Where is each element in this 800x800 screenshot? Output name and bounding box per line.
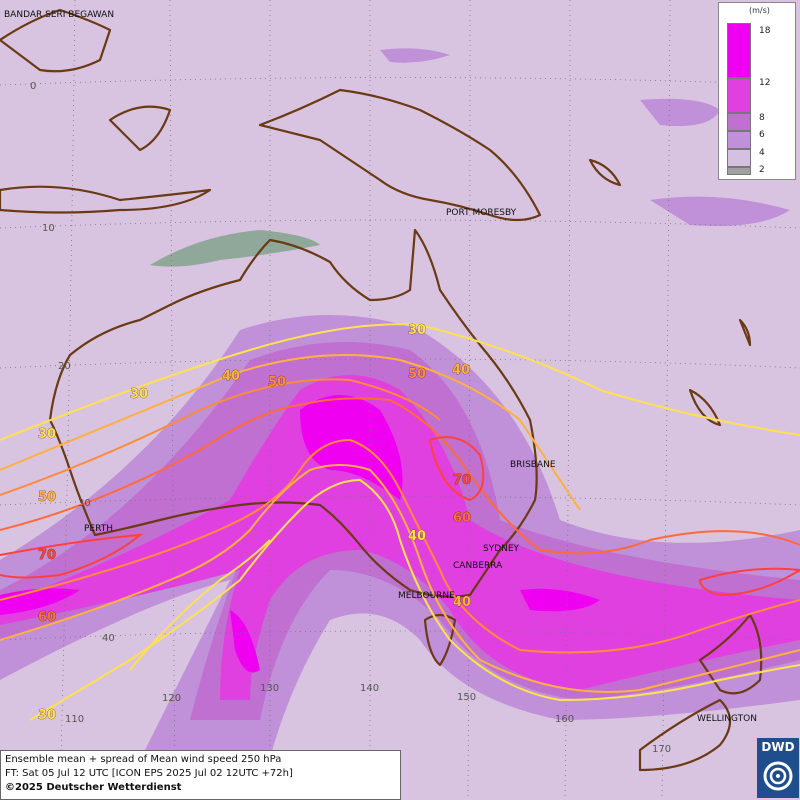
legend-swatch bbox=[727, 167, 751, 175]
lat-label: 0 bbox=[30, 81, 36, 92]
contour-label: 40 bbox=[453, 595, 471, 610]
legend-tick: 12 bbox=[759, 78, 771, 88]
lon-label: 150 bbox=[457, 692, 476, 703]
coastlines bbox=[0, 8, 763, 772]
dwd-swirl-icon bbox=[763, 761, 793, 791]
contour-label: 40 bbox=[408, 529, 426, 544]
contour-label: 30 bbox=[38, 708, 56, 723]
info-forecast-time: FT: Sat 05 Jul 12 UTC [ICON EPS 2025 Jul… bbox=[5, 768, 293, 779]
contour-label: 40 bbox=[222, 369, 240, 384]
legend-tick: 2 bbox=[759, 165, 765, 175]
info-box: Ensemble mean + spread of Mean wind spee… bbox=[0, 750, 401, 800]
wind-speed-contours bbox=[0, 323, 800, 721]
city-label: WELLINGTON bbox=[697, 714, 757, 724]
lat-label: 30 bbox=[78, 498, 91, 509]
lat-label: 10 bbox=[42, 223, 55, 234]
city-label: MELBOURNE bbox=[398, 591, 455, 601]
info-title: Ensemble mean + spread of Mean wind spee… bbox=[5, 754, 282, 765]
lon-label: 120 bbox=[162, 693, 181, 704]
city-labels: BANDAR SERI BEGAWAN PORT MORESBY BRISBAN… bbox=[4, 10, 757, 724]
contour-label: 70 bbox=[453, 473, 471, 488]
info-copyright: ©2025 Deutscher Wetterdienst bbox=[5, 782, 182, 793]
color-legend: (m/s) 18 12 8 6 4 2 bbox=[718, 2, 796, 180]
lon-label: 130 bbox=[260, 683, 279, 694]
legend-swatch bbox=[727, 78, 751, 113]
grid-labels: 0 10 20 30 40 110 120 130 140 150 160 17… bbox=[30, 81, 671, 755]
lon-label: 170 bbox=[652, 744, 671, 755]
contour-label: 30 bbox=[130, 387, 148, 402]
legend-swatch bbox=[727, 23, 751, 78]
contour-label: 60 bbox=[453, 511, 471, 526]
city-label: PORT MORESBY bbox=[446, 208, 517, 218]
legend-tick: 4 bbox=[759, 148, 765, 158]
contour-label: 70 bbox=[38, 548, 56, 563]
lon-label: 110 bbox=[65, 714, 84, 725]
contour-label: 50 bbox=[408, 367, 426, 382]
contour-label: 50 bbox=[268, 375, 286, 390]
legend-tick: 18 bbox=[759, 26, 771, 36]
legend-swatch bbox=[727, 131, 751, 149]
legend-swatch bbox=[727, 113, 751, 131]
contour-label: 40 bbox=[452, 363, 470, 378]
city-label: CANBERRA bbox=[453, 561, 503, 571]
legend-unit: (m/s) bbox=[749, 6, 770, 15]
lat-label: 40 bbox=[102, 633, 115, 644]
dwd-logo-icon: DWD bbox=[757, 738, 799, 798]
contour-label: 30 bbox=[38, 427, 56, 442]
lon-label: 140 bbox=[360, 683, 379, 694]
contour-label: 50 bbox=[38, 490, 56, 505]
legend-swatch bbox=[727, 149, 751, 167]
lon-label: 160 bbox=[555, 714, 574, 725]
city-label: PERTH bbox=[84, 524, 113, 534]
city-label: BRISBANE bbox=[510, 460, 556, 470]
contour-label: 30 bbox=[408, 323, 426, 338]
dwd-logo-text: DWD bbox=[761, 740, 795, 754]
legend-tick: 8 bbox=[759, 113, 765, 123]
legend-tick: 6 bbox=[759, 130, 765, 140]
contour-label: 60 bbox=[38, 610, 56, 625]
lat-label: 20 bbox=[58, 361, 71, 372]
city-label: BANDAR SERI BEGAWAN bbox=[4, 10, 114, 20]
contour-labels: 30 40 50 30 40 50 70 60 30 40 30 50 70 6… bbox=[38, 323, 472, 724]
city-label: SYDNEY bbox=[483, 544, 520, 554]
